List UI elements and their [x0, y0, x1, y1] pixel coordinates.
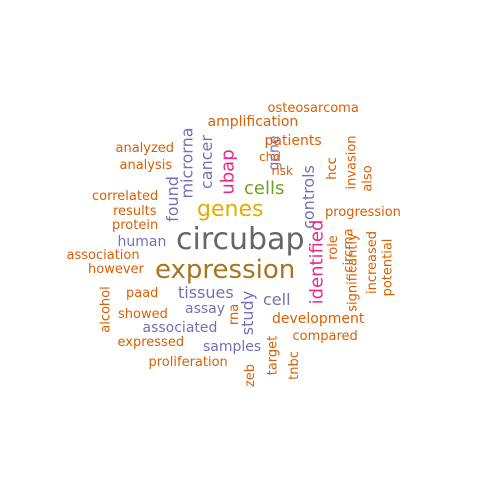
- word-analysis: analysis: [119, 157, 173, 173]
- word-hcc: hcc: [324, 156, 340, 180]
- word-target: target: [265, 335, 281, 375]
- word-association: association: [66, 247, 140, 263]
- word-tnbc: tnbc: [286, 350, 302, 380]
- word-associated: associated: [142, 320, 218, 336]
- word-rna: rna: [226, 303, 242, 325]
- word-showed: showed: [118, 306, 168, 322]
- word-protein: protein: [112, 217, 159, 233]
- word-potential: potential: [380, 238, 396, 296]
- word-study: study: [238, 290, 258, 336]
- word-cells: cells: [244, 178, 285, 199]
- word-invasion: invasion: [344, 134, 360, 190]
- word-chd: chd: [259, 150, 281, 164]
- word-expressed: expressed: [117, 334, 185, 350]
- word-amplification: amplification: [207, 114, 299, 130]
- word-human: human: [117, 234, 167, 250]
- word-also: also: [360, 164, 376, 192]
- word-circubap: circubap: [176, 222, 305, 257]
- word-assay: assay: [185, 301, 226, 317]
- word-results: results: [113, 203, 157, 219]
- word-cancer: cancer: [196, 135, 216, 189]
- word-paad: paad: [126, 285, 159, 301]
- word-genes: genes: [197, 197, 264, 222]
- word-controls: controls: [298, 165, 318, 229]
- word-identified: identified: [305, 219, 327, 305]
- word-zeb: zeb: [242, 363, 258, 387]
- word-compared: compared: [292, 328, 358, 344]
- word-samples: samples: [203, 339, 262, 355]
- word-ubap: ubap: [217, 149, 239, 195]
- word-risk: risk: [271, 164, 293, 178]
- word-progression: progression: [325, 204, 401, 220]
- word-expression: expression: [155, 255, 296, 285]
- word-patients: patients: [264, 133, 322, 149]
- word-osteosarcoma: osteosarcoma: [267, 100, 359, 116]
- word-found: found: [162, 176, 182, 222]
- word-alcohol: alcohol: [98, 285, 114, 333]
- word-role: role: [325, 234, 341, 260]
- word-significantly: significantly: [345, 232, 361, 312]
- word-tissues: tissues: [178, 283, 234, 302]
- word-however: however: [88, 261, 144, 277]
- word-analyzed: analyzed: [115, 140, 175, 156]
- word-correlated: correlated: [92, 188, 159, 204]
- word-cell: cell: [263, 290, 291, 309]
- word-development: development: [272, 311, 365, 327]
- word-proliferation: proliferation: [148, 354, 228, 370]
- word-increased: increased: [364, 230, 380, 294]
